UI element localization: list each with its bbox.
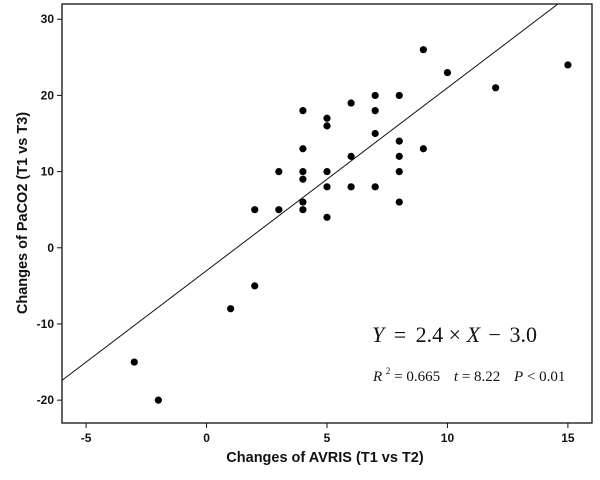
data-point bbox=[564, 61, 572, 69]
x-tick-label: 0 bbox=[203, 431, 210, 445]
data-point bbox=[323, 213, 331, 221]
data-point bbox=[251, 282, 259, 290]
data-point bbox=[443, 68, 452, 77]
data-point bbox=[323, 114, 331, 122]
x-tick-label: -5 bbox=[81, 431, 92, 445]
data-point bbox=[251, 206, 259, 214]
data-point bbox=[299, 145, 307, 153]
data-point bbox=[371, 91, 379, 100]
data-point bbox=[275, 168, 283, 176]
regression-statistics: R 2 = 0.665 t = 8.22 P < 0.01 bbox=[372, 362, 565, 385]
data-point bbox=[371, 107, 379, 115]
y-axis-ticks: -20 -10 0 10 20 30 bbox=[37, 12, 62, 407]
y-tick-label: -20 bbox=[37, 393, 55, 407]
data-point bbox=[323, 183, 331, 191]
y-axis-label: Changes of PaCO2 (T1 vs T3) bbox=[15, 112, 31, 314]
data-point bbox=[371, 129, 379, 138]
data-point bbox=[323, 168, 331, 176]
data-point bbox=[492, 84, 500, 92]
data-point bbox=[227, 305, 235, 313]
data-point bbox=[395, 168, 403, 176]
data-point bbox=[347, 99, 355, 107]
data-point bbox=[299, 168, 307, 176]
data-point bbox=[395, 91, 403, 100]
regression-equation: Y = 2.4 × X − 3.0 bbox=[372, 322, 537, 347]
data-point bbox=[323, 122, 331, 130]
data-point bbox=[371, 183, 379, 191]
data-point bbox=[395, 152, 403, 160]
data-points bbox=[130, 46, 572, 404]
data-point bbox=[347, 183, 355, 191]
x-axis-ticks: -5 0 5 10 15 bbox=[81, 423, 575, 445]
y-tick-label: -10 bbox=[37, 317, 55, 331]
data-point bbox=[275, 206, 283, 214]
data-point bbox=[419, 145, 427, 153]
data-point bbox=[395, 137, 403, 145]
x-axis-label: Changes of AVRIS (T1 vs T2) bbox=[226, 450, 424, 466]
y-tick-label: 10 bbox=[41, 165, 55, 179]
x-tick-label: 15 bbox=[561, 431, 575, 445]
data-point bbox=[154, 396, 162, 404]
data-point bbox=[130, 358, 138, 366]
data-point bbox=[299, 175, 307, 183]
y-tick-label: 30 bbox=[41, 12, 55, 26]
x-tick-label: 5 bbox=[324, 431, 331, 445]
x-tick-label: 10 bbox=[441, 431, 455, 445]
plot-area-frame bbox=[61, 3, 593, 424]
data-point bbox=[347, 152, 355, 160]
data-point bbox=[299, 107, 307, 115]
data-point bbox=[395, 198, 403, 206]
data-point bbox=[299, 198, 307, 206]
regression-line bbox=[62, 4, 559, 381]
y-tick-label: 20 bbox=[41, 88, 55, 102]
data-point bbox=[299, 206, 307, 214]
y-tick-label: 0 bbox=[47, 241, 54, 255]
data-point bbox=[419, 46, 427, 54]
